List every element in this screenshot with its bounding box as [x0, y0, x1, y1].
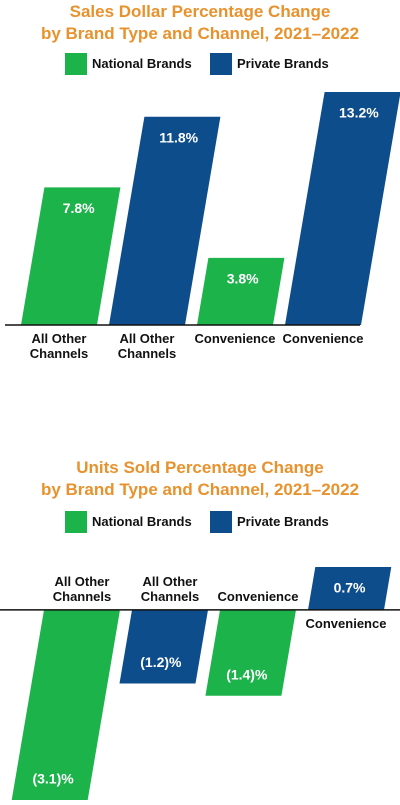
- value-label: (3.1)%: [32, 771, 74, 787]
- legend-swatch: [210, 53, 232, 75]
- bar: [205, 609, 296, 696]
- value-label: 3.8%: [227, 271, 259, 287]
- x-tick-label: All Other Channels: [140, 573, 200, 604]
- value-label: 13.2%: [339, 105, 379, 121]
- legend-label: Private Brands: [237, 514, 329, 529]
- legend-label: National Brands: [92, 514, 192, 529]
- chart-title: by Brand Type and Channel, 2021–2022: [40, 24, 360, 43]
- chart-title: Units Sold Percentage Change: [76, 458, 324, 477]
- legend-swatch: [65, 511, 87, 533]
- chart-title: Sales Dollar Percentage Change: [69, 2, 331, 21]
- legend-swatch: [210, 511, 232, 533]
- bar: [197, 257, 285, 325]
- legend-label: National Brands: [92, 56, 192, 71]
- bar: [119, 609, 208, 684]
- value-label: 7.8%: [63, 200, 95, 216]
- bar: [285, 92, 400, 325]
- x-tick-label: All Other Channels: [117, 331, 177, 361]
- value-label: 11.8%: [159, 129, 198, 145]
- x-tick-label: All Other Channels: [52, 573, 112, 604]
- value-label: 0.7%: [334, 580, 366, 596]
- bar: [11, 609, 121, 800]
- legend-label: Private Brands: [237, 56, 329, 71]
- x-tick-label: Convenience: [217, 588, 299, 604]
- x-tick-label: Convenience: [305, 615, 387, 631]
- x-tick-label: Convenience: [282, 331, 364, 346]
- legend-swatch: [65, 53, 87, 75]
- x-tick-label: All Other Channels: [29, 331, 89, 361]
- bar: [21, 187, 121, 325]
- value-label: (1.2)%: [140, 654, 182, 670]
- x-tick-label: Convenience: [194, 331, 276, 346]
- bar: [109, 116, 221, 325]
- value-label: (1.4)%: [226, 666, 268, 682]
- chart-title: by Brand Type and Channel, 2021–2022: [40, 480, 360, 499]
- bar: [308, 567, 392, 610]
